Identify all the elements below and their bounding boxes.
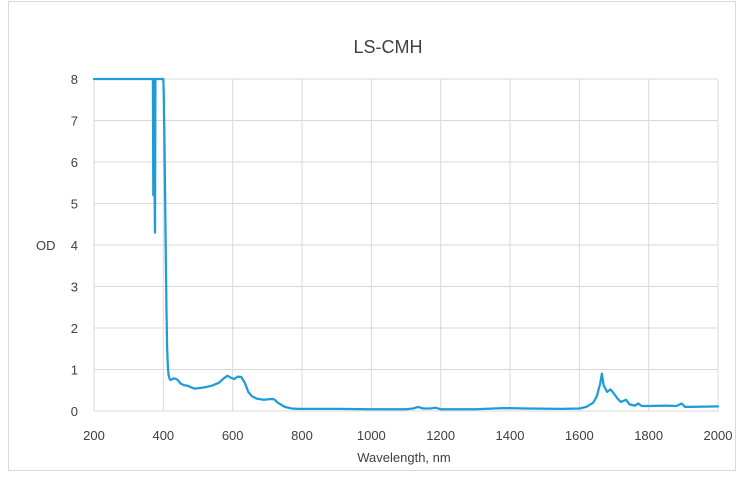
y-tick-label: 7 bbox=[71, 114, 78, 129]
x-tick-label: 2000 bbox=[704, 428, 733, 443]
y-tick-labels: 0 1 2 3 4 5 6 7 8 bbox=[71, 72, 78, 419]
x-tick-label: 400 bbox=[152, 428, 174, 443]
chart-title: LS-CMH bbox=[353, 37, 422, 57]
chart-area: LS-CMH 0 1 2 3 4 5 6 7 8 200 400 600 800 1000 1200 140… bbox=[8, 1, 736, 471]
y-tick-label: 1 bbox=[71, 363, 78, 378]
y-tick-label: 0 bbox=[71, 404, 78, 419]
y-tick-label: 6 bbox=[71, 155, 78, 170]
x-tick-label: 200 bbox=[83, 428, 105, 443]
x-tick-label: 1600 bbox=[565, 428, 594, 443]
y-tick-label: 5 bbox=[71, 197, 78, 212]
x-tick-label: 600 bbox=[222, 428, 244, 443]
y-axis-label: OD bbox=[36, 238, 56, 253]
x-tick-label: 1400 bbox=[496, 428, 525, 443]
y-tick-label: 3 bbox=[71, 280, 78, 295]
od-series-line bbox=[92, 77, 720, 411]
horizontal-gridlines bbox=[94, 78, 718, 412]
x-tick-label: 1000 bbox=[357, 428, 386, 443]
x-tick-labels: 200 400 600 800 1000 1200 1400 1600 1800 2000 bbox=[83, 428, 732, 443]
x-axis-label: Wavelength, nm bbox=[357, 450, 450, 465]
y-tick-label: 2 bbox=[71, 321, 78, 336]
y-tick-label: 8 bbox=[71, 72, 78, 87]
x-tick-label: 800 bbox=[291, 428, 313, 443]
od-chart: LS-CMH 0 1 2 3 4 5 6 7 8 200 400 600 800 1000 1200 140… bbox=[36, 37, 732, 465]
x-tick-label: 1200 bbox=[426, 428, 455, 443]
y-tick-label: 4 bbox=[71, 238, 78, 253]
x-tick-label: 1800 bbox=[634, 428, 663, 443]
series-group bbox=[92, 77, 720, 411]
